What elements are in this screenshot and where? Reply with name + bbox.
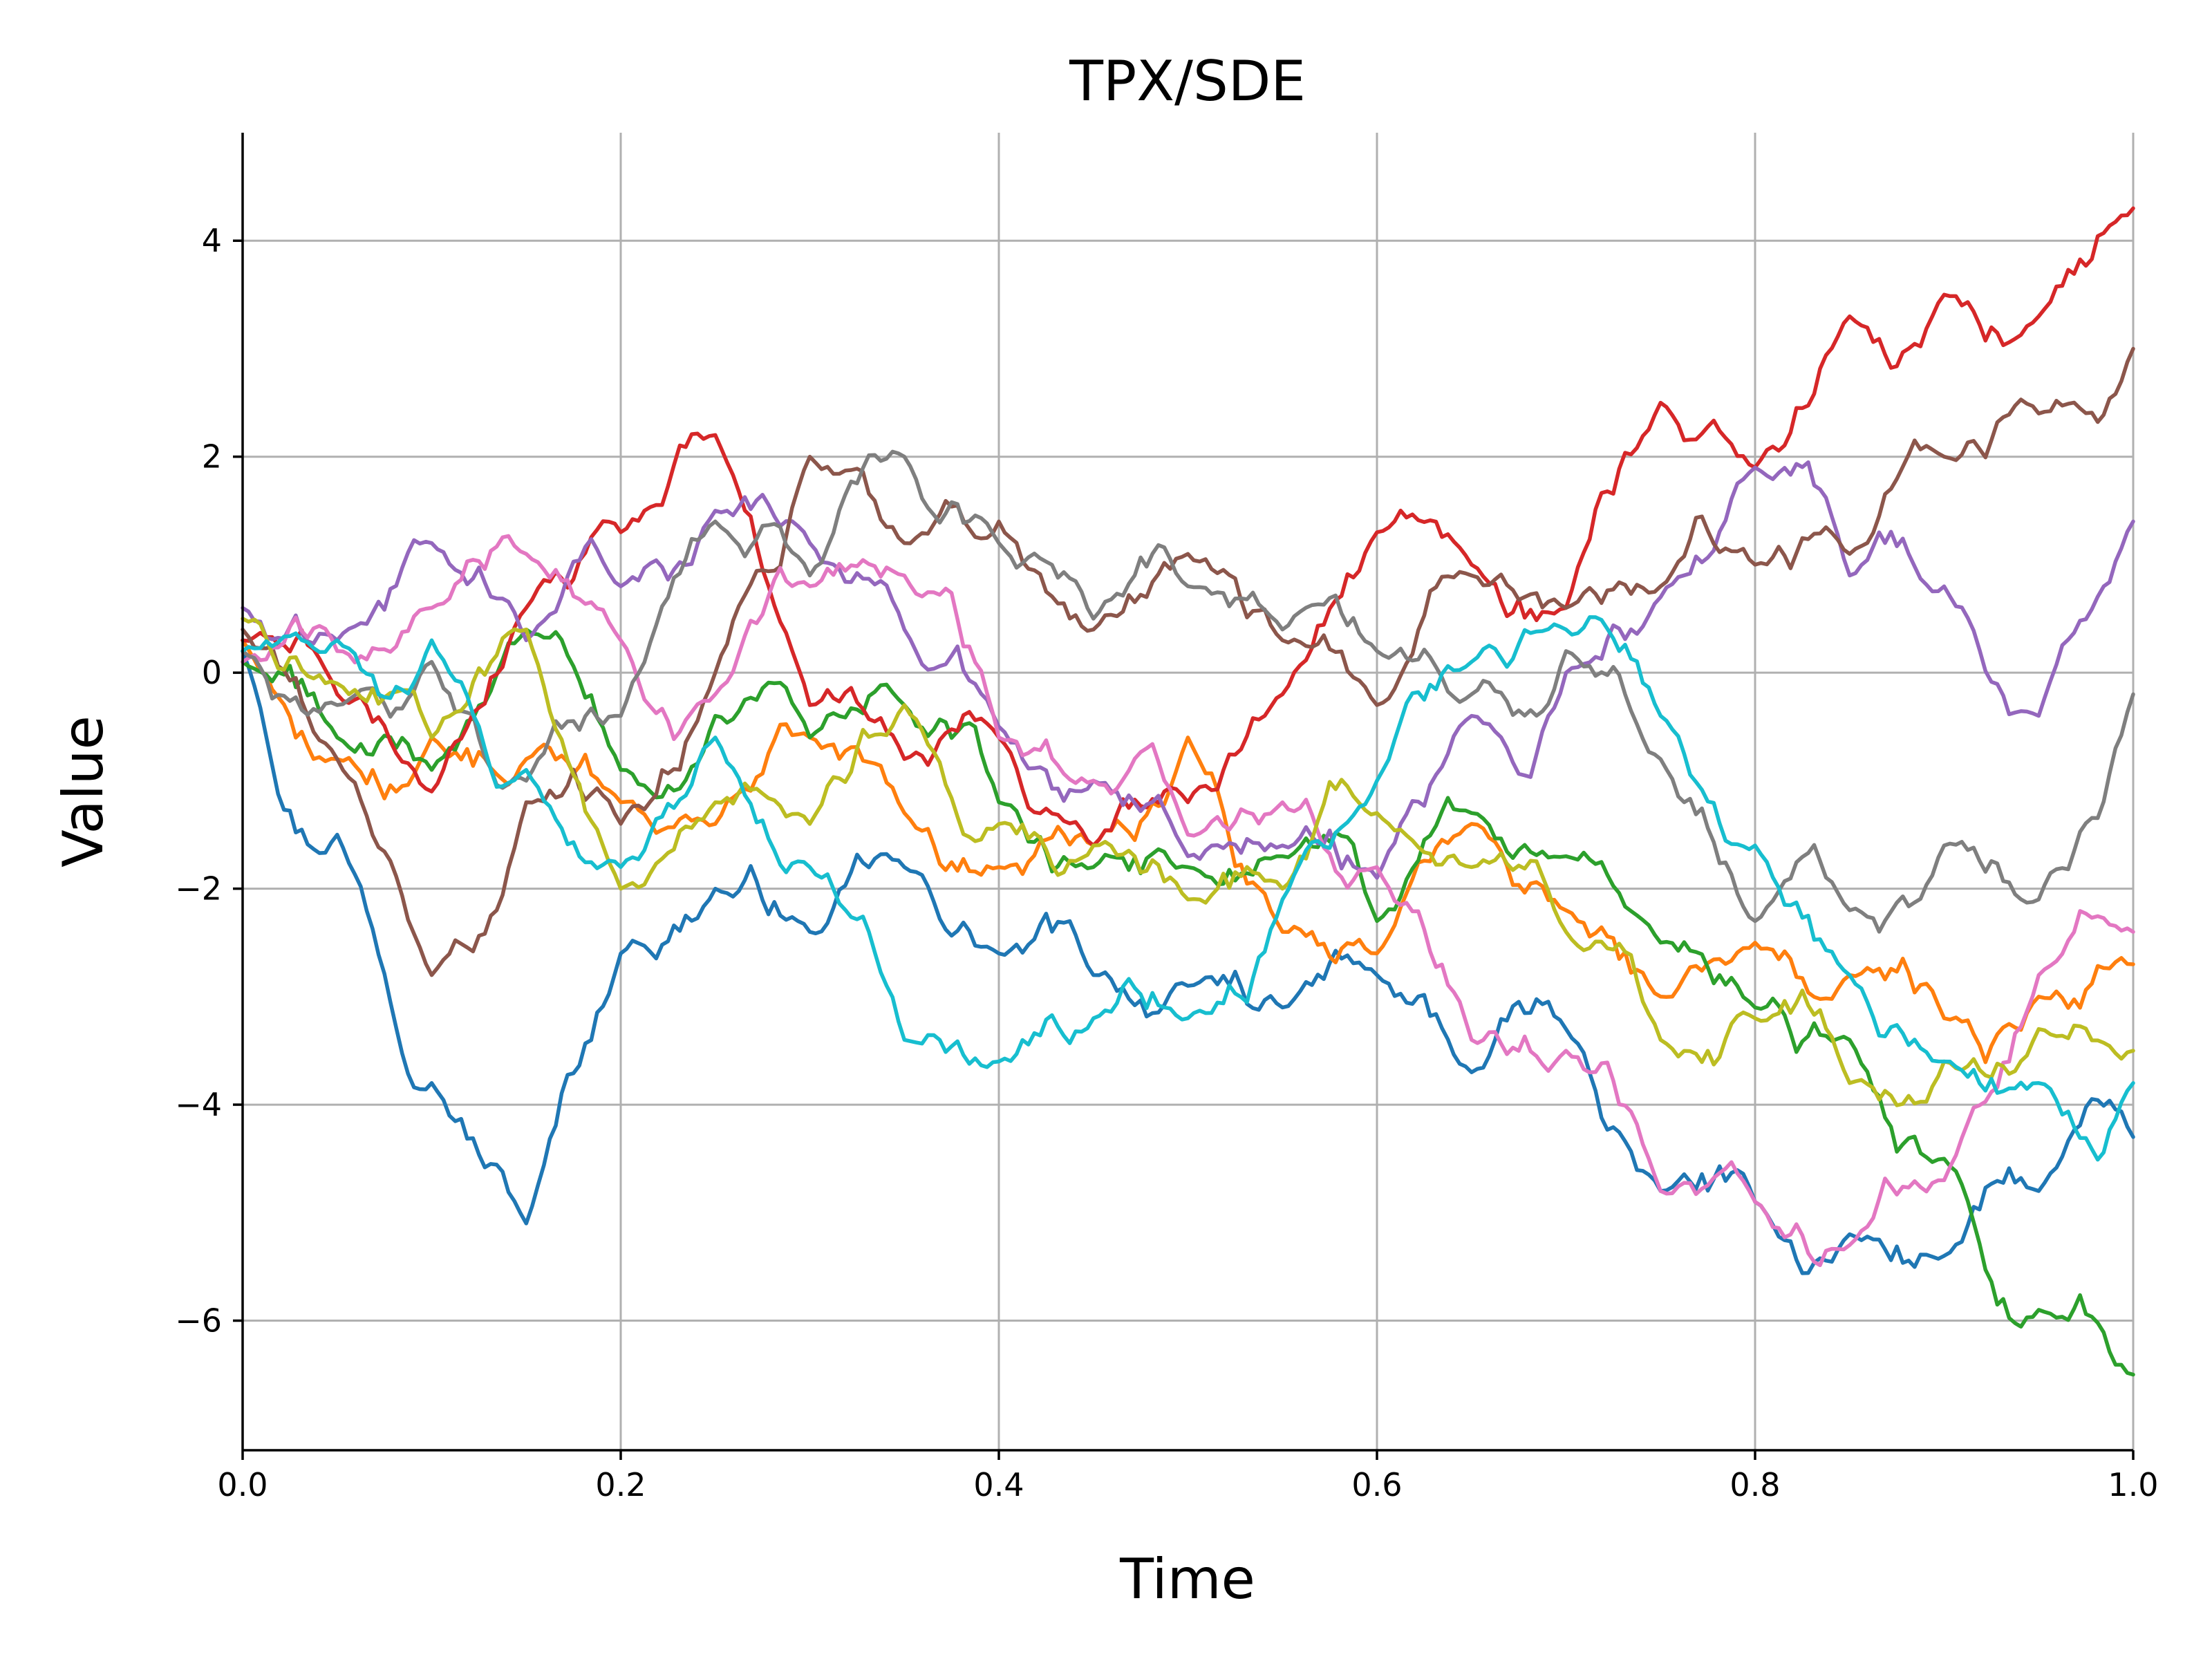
y-tick-label: 4: [202, 222, 222, 259]
x-tick-label: 0.8: [1730, 1466, 1780, 1503]
y-axis-label: Value: [51, 715, 115, 868]
y-tick-label: −2: [175, 870, 222, 908]
x-tick-label: 0.0: [217, 1466, 268, 1503]
x-tick-label: 0.2: [595, 1466, 646, 1503]
x-tick-label: 1.0: [2108, 1466, 2158, 1503]
x-tick-label: 0.6: [1351, 1466, 1402, 1503]
y-tick-label: 2: [202, 438, 222, 476]
y-tick-label: −6: [175, 1302, 222, 1340]
x-tick-label: 0.4: [973, 1466, 1024, 1503]
y-tick-label: −4: [175, 1086, 222, 1123]
y-tick-label: 0: [202, 654, 222, 691]
chart-title: TPX/SDE: [1069, 49, 1306, 113]
x-axis-label: Time: [1119, 1547, 1255, 1611]
